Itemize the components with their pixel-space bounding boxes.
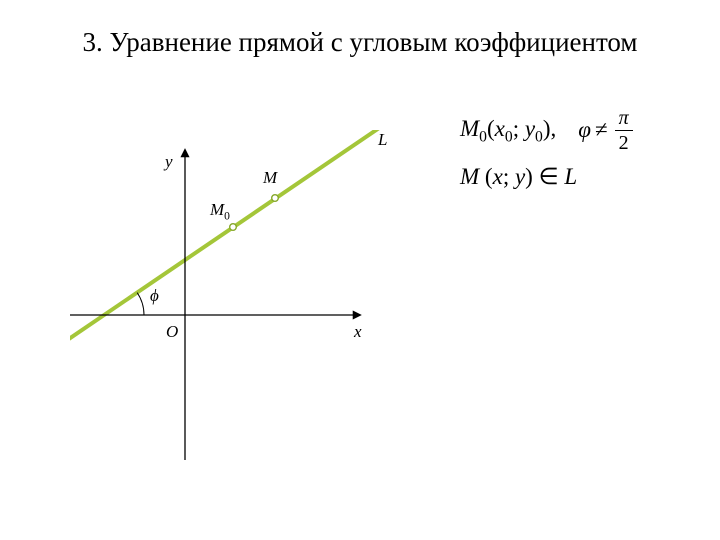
line-L	[70, 130, 380, 342]
eq1-text: M0(x0; y0),	[460, 111, 556, 150]
angle-phi-label: ϕ	[150, 286, 159, 306]
equation-line-1: M0(x0; y0), φ ≠ π 2	[460, 108, 633, 153]
eq1-phi: φ	[578, 112, 591, 149]
angle-arc	[137, 293, 144, 315]
origin-label: O	[166, 322, 178, 342]
page-title: 3. Уравнение прямой с угловым коэффициен…	[0, 25, 720, 60]
equations-block: M0(x0; y0), φ ≠ π 2 M (x; y) ∈ L	[460, 108, 633, 202]
x-axis-label: x	[354, 322, 362, 342]
coordinate-diagram: x y O L M0 M ϕ	[70, 130, 390, 470]
point-M0	[230, 224, 237, 231]
point-M0-label: M0	[210, 200, 230, 222]
equation-line-2: M (x; y) ∈ L	[460, 159, 633, 196]
y-axis-label: y	[165, 152, 173, 172]
diagram-svg	[70, 130, 390, 470]
line-L-label: L	[378, 130, 387, 150]
eq1-fraction: π 2	[615, 108, 633, 153]
point-M-label: M	[263, 168, 277, 188]
eq1-neq: ≠	[595, 112, 608, 149]
point-M	[272, 195, 279, 202]
eq2-text: M (x; y) ∈ L	[460, 159, 577, 196]
